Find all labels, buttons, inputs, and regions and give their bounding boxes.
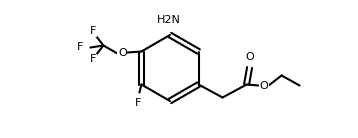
Text: F: F — [77, 43, 83, 52]
Text: H2N: H2N — [157, 15, 181, 25]
Text: O: O — [118, 48, 127, 59]
Text: F: F — [90, 55, 97, 64]
Text: O: O — [245, 51, 254, 62]
Text: O: O — [259, 80, 268, 91]
Text: F: F — [90, 26, 97, 36]
Text: F: F — [135, 98, 142, 108]
